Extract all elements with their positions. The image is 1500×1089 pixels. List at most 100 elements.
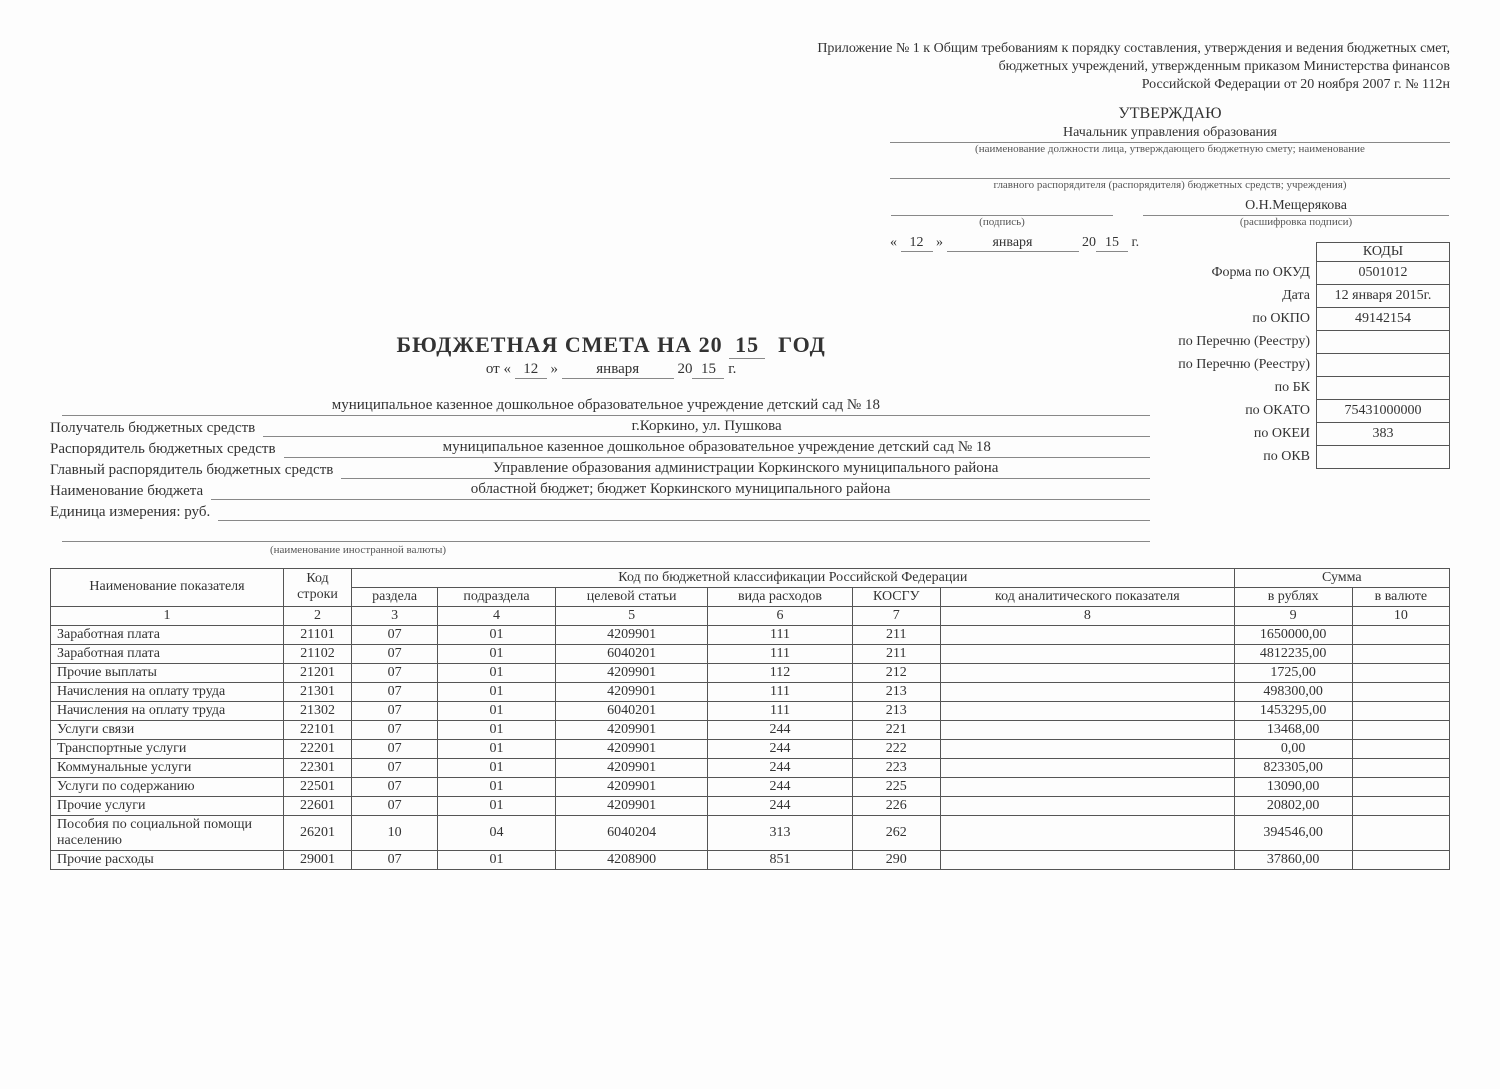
cell-vid: 244 xyxy=(708,758,852,777)
col-number: 1 xyxy=(51,606,284,625)
cell-anal xyxy=(941,701,1235,720)
code-value xyxy=(1317,353,1450,376)
cell-razdel: 10 xyxy=(352,815,438,850)
code-label: по Перечню (Реестру) xyxy=(1172,330,1316,353)
code-value: 75431000000 xyxy=(1317,399,1450,422)
cell-razdel: 07 xyxy=(352,739,438,758)
cell-vid: 111 xyxy=(708,625,852,644)
cell-name: Прочие выплаты xyxy=(51,663,284,682)
cell-vid: 851 xyxy=(708,850,852,869)
cell-code: 22301 xyxy=(284,758,352,777)
cell-val xyxy=(1352,758,1449,777)
cell-target: 4209901 xyxy=(555,739,708,758)
recipient-line1: муниципальное казенное дошкольное образо… xyxy=(62,397,1150,416)
cell-code: 21302 xyxy=(284,701,352,720)
code-value xyxy=(1317,330,1450,353)
code-value xyxy=(1317,376,1450,399)
recipient-line2: г.Коркино, ул. Пушкова xyxy=(263,418,1150,437)
cell-rub: 498300,00 xyxy=(1234,682,1352,701)
approver-post-sub: (наименование должности лица, утверждающ… xyxy=(890,143,1450,155)
cell-val xyxy=(1352,850,1449,869)
cell-target: 4208900 xyxy=(555,850,708,869)
col-val: в валюте xyxy=(1352,587,1449,606)
cell-anal xyxy=(941,850,1235,869)
approver-post-sub2: главного распорядителя (распорядителя) б… xyxy=(890,179,1450,191)
cell-podrazdel: 01 xyxy=(438,663,556,682)
cell-razdel: 07 xyxy=(352,701,438,720)
cell-rub: 37860,00 xyxy=(1234,850,1352,869)
cell-kosgu: 212 xyxy=(852,663,941,682)
cell-rub: 823305,00 xyxy=(1234,758,1352,777)
cell-razdel: 07 xyxy=(352,758,438,777)
cell-kosgu: 211 xyxy=(852,644,941,663)
table-row: Услуги связи221010701420990124422113468,… xyxy=(51,720,1450,739)
cell-name: Коммунальные услуги xyxy=(51,758,284,777)
table-row: Начисления на оплату труда21301070142099… xyxy=(51,682,1450,701)
foreign-line xyxy=(62,523,1150,542)
approver-name: О.Н.Мещерякова xyxy=(1143,198,1449,216)
cell-podrazdel: 01 xyxy=(438,625,556,644)
cell-kosgu: 221 xyxy=(852,720,941,739)
signature-row: (подпись) О.Н.Мещерякова (расшифровка по… xyxy=(890,197,1450,235)
budget-table: Наименование показателя Код строки Код п… xyxy=(50,568,1450,870)
code-label: по ОКАТО xyxy=(1172,399,1316,422)
col-number: 2 xyxy=(284,606,352,625)
cell-target: 4209901 xyxy=(555,796,708,815)
code-label: по ОКВ xyxy=(1172,445,1316,468)
code-label: Форма по ОКУД xyxy=(1172,261,1316,284)
cell-vid: 112 xyxy=(708,663,852,682)
cell-code: 26201 xyxy=(284,815,352,850)
cell-val xyxy=(1352,682,1449,701)
cell-anal xyxy=(941,739,1235,758)
chief-label: Главный распорядитель бюджетных средств xyxy=(50,462,341,479)
cell-val xyxy=(1352,739,1449,758)
cell-code: 29001 xyxy=(284,850,352,869)
cell-kosgu: 225 xyxy=(852,777,941,796)
approver-blank-line xyxy=(890,161,1450,179)
table-row: Прочие расходы29001070142089008512903786… xyxy=(51,850,1450,869)
cell-code: 22501 xyxy=(284,777,352,796)
cell-anal xyxy=(941,663,1235,682)
cell-razdel: 07 xyxy=(352,850,438,869)
cell-rub: 13090,00 xyxy=(1234,777,1352,796)
col-number: 4 xyxy=(438,606,556,625)
code-value: 12 января 2015г. xyxy=(1317,284,1450,307)
cell-anal xyxy=(941,682,1235,701)
cell-name: Начисления на оплату труда xyxy=(51,682,284,701)
cell-vid: 313 xyxy=(708,815,852,850)
cell-rub: 1725,00 xyxy=(1234,663,1352,682)
cell-code: 21101 xyxy=(284,625,352,644)
table-row: Прочие услуги226010701420990124422620802… xyxy=(51,796,1450,815)
cell-podrazdel: 01 xyxy=(438,682,556,701)
code-value xyxy=(1317,445,1450,468)
cell-target: 4209901 xyxy=(555,777,708,796)
codes-head: КОДЫ xyxy=(1317,242,1450,261)
col-number: 5 xyxy=(555,606,708,625)
cell-name: Прочие услуги xyxy=(51,796,284,815)
cell-podrazdel: 04 xyxy=(438,815,556,850)
cell-podrazdel: 01 xyxy=(438,701,556,720)
unit-val xyxy=(218,502,1150,521)
col-anal: код аналитического показателя xyxy=(941,587,1235,606)
code-label: Дата xyxy=(1172,284,1316,307)
code-label: по БК xyxy=(1172,376,1316,399)
cell-razdel: 07 xyxy=(352,682,438,701)
cell-anal xyxy=(941,758,1235,777)
col-sum: Сумма xyxy=(1234,568,1449,587)
cell-kosgu: 262 xyxy=(852,815,941,850)
cell-target: 4209901 xyxy=(555,758,708,777)
cell-vid: 244 xyxy=(708,739,852,758)
col-code: Код строки xyxy=(284,568,352,606)
cell-code: 21301 xyxy=(284,682,352,701)
col-razdel: раздела xyxy=(352,587,438,606)
name-sub: (расшифровка подписи) xyxy=(1143,216,1449,228)
cell-val xyxy=(1352,663,1449,682)
cell-name: Заработная плата xyxy=(51,625,284,644)
cell-val xyxy=(1352,777,1449,796)
approval-block: УТВЕРЖДАЮ Начальник управления образован… xyxy=(890,105,1450,252)
cell-podrazdel: 01 xyxy=(438,720,556,739)
col-number: 10 xyxy=(1352,606,1449,625)
cell-razdel: 07 xyxy=(352,720,438,739)
table-row: Начисления на оплату труда21302070160402… xyxy=(51,701,1450,720)
cell-anal xyxy=(941,720,1235,739)
